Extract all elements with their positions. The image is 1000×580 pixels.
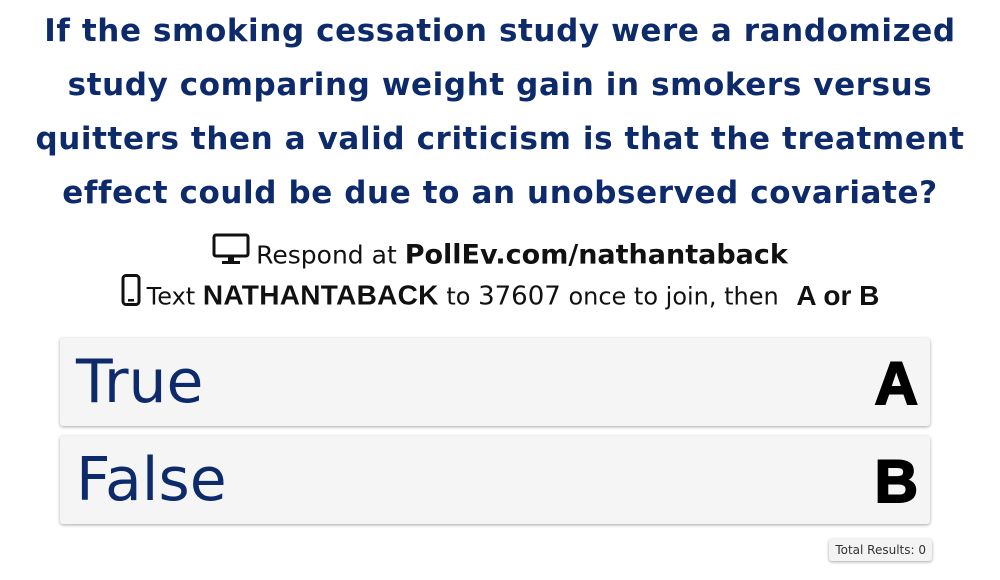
text-prefix: Text bbox=[146, 282, 196, 311]
option-key: B bbox=[874, 447, 919, 516]
web-instructions: Respond at PollEv.com/nathantaback bbox=[0, 233, 1000, 277]
question-line: study comparing weight gain in smokers v… bbox=[67, 67, 933, 103]
question-line: quitters then a valid criticism is that … bbox=[35, 121, 965, 157]
option-key: A bbox=[874, 349, 919, 418]
text-instructions: Text NATHANTABACK to 37607 once to join,… bbox=[0, 274, 1000, 318]
join-text: once to join, then bbox=[568, 282, 779, 311]
text-number: 37607 bbox=[478, 281, 561, 312]
total-results-badge: Total Results: 0 bbox=[829, 539, 932, 561]
option-label: False bbox=[76, 445, 227, 515]
respond-url[interactable]: PollEv.com/nathantaback bbox=[404, 239, 788, 271]
phone-icon bbox=[121, 274, 141, 315]
text-keyword: NATHANTABACK bbox=[202, 279, 439, 311]
answer-choices: A or B bbox=[796, 279, 880, 311]
question-text: If the smoking cessation study were a ra… bbox=[0, 4, 1000, 220]
question-line: effect could be due to an unobserved cov… bbox=[62, 175, 938, 211]
option-true[interactable]: True A bbox=[60, 338, 930, 426]
question-line: If the smoking cessation study were a ra… bbox=[44, 13, 956, 49]
option-label: True bbox=[76, 347, 204, 417]
text-to: to bbox=[446, 282, 471, 311]
answer-options: True A False B bbox=[60, 338, 930, 534]
respond-prefix: Respond at bbox=[256, 240, 397, 270]
option-false[interactable]: False B bbox=[60, 436, 930, 524]
monitor-icon bbox=[212, 233, 250, 274]
